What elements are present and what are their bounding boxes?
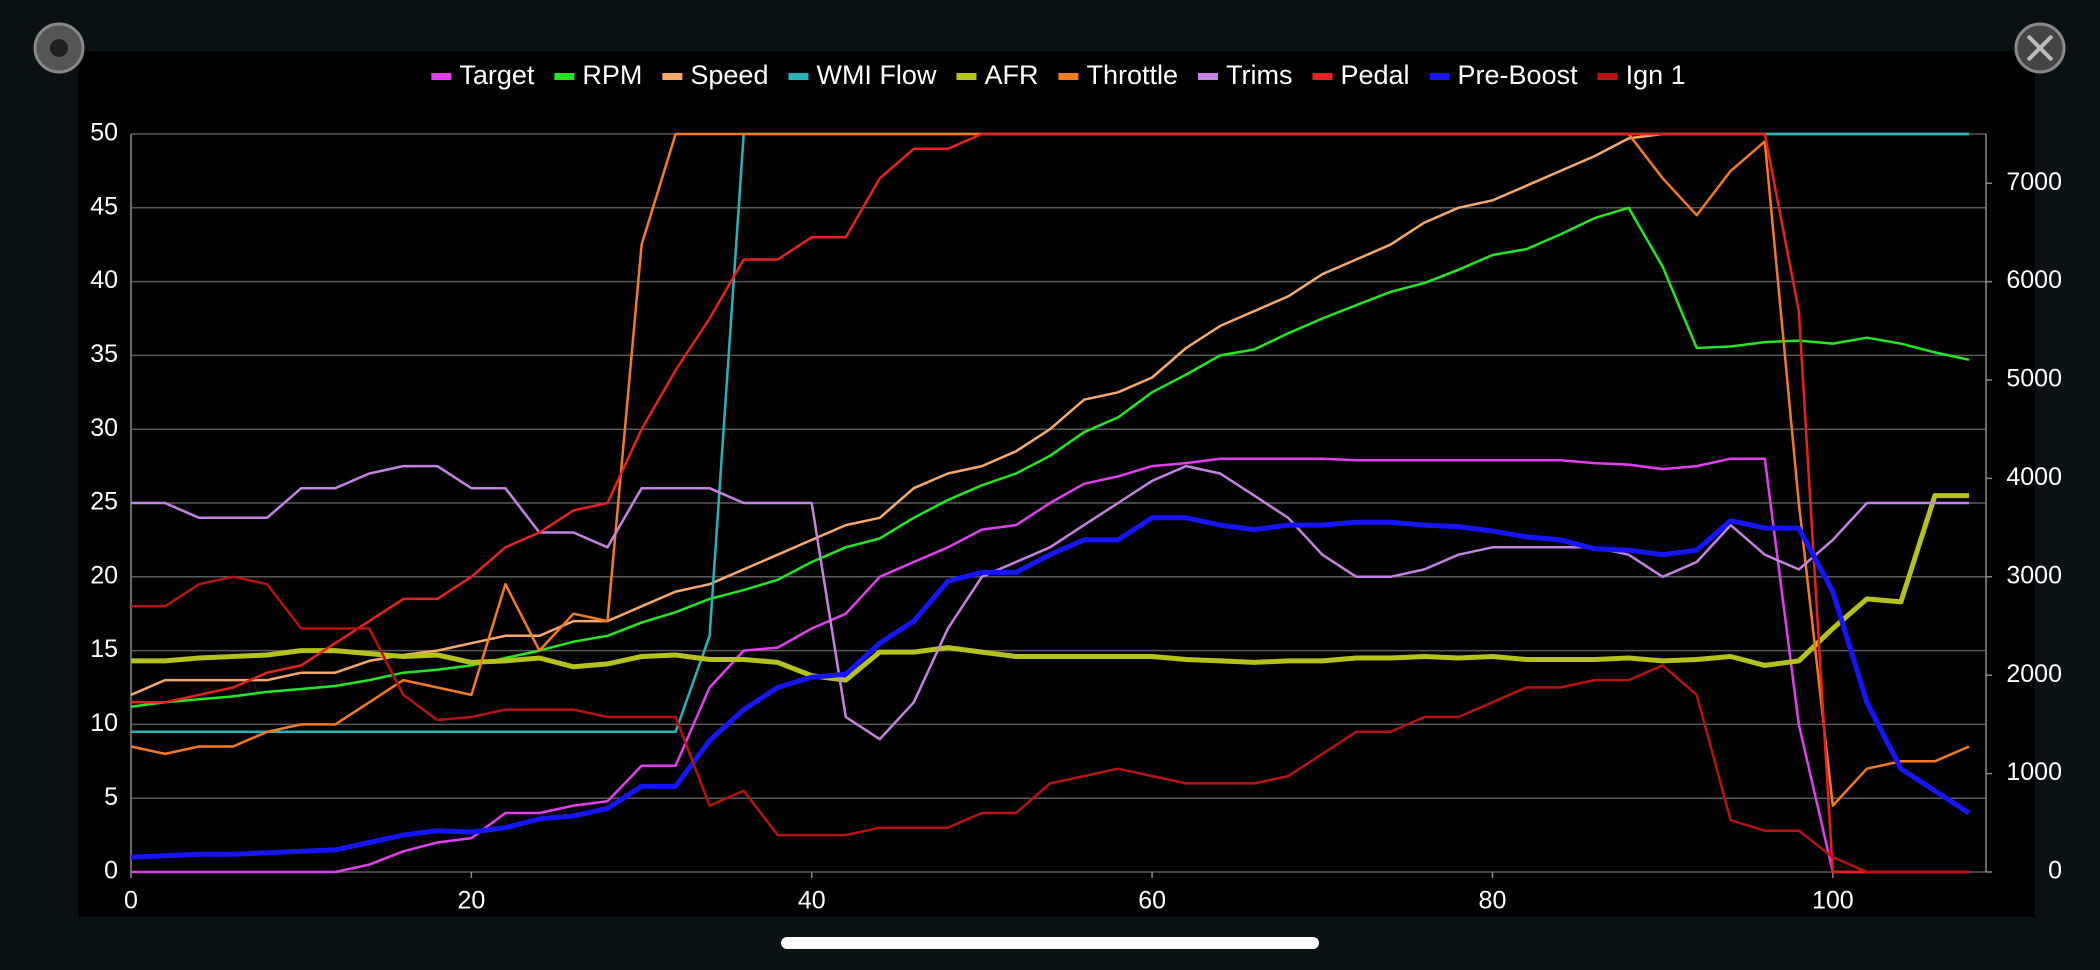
y2-tick-label: 4000 [2006, 463, 2062, 491]
x-tick-label: 80 [1479, 887, 1507, 915]
legend-swatch [1197, 73, 1218, 80]
legend-swatch [788, 73, 809, 80]
y2-tick-label: 1000 [2006, 758, 2062, 786]
legend-swatch [1597, 73, 1618, 80]
y2-tick-label: 5000 [2006, 365, 2062, 393]
legend-swatch [1429, 73, 1450, 80]
y2-tick-label: 6000 [2006, 266, 2062, 294]
y-tick-label: 45 [90, 192, 118, 220]
y2-tick-label: 7000 [2006, 168, 2062, 196]
close-icon-x [2026, 34, 2054, 62]
series-line [131, 457, 1969, 874]
legend-swatch [554, 73, 575, 80]
y-tick-label: 10 [90, 709, 118, 737]
y-tick-label: 50 [90, 119, 118, 147]
legend-label: Pedal [1340, 60, 1409, 90]
close-button[interactable] [2014, 22, 2066, 74]
legend-label: Pre-Boost [1458, 60, 1579, 90]
y-tick-label: 15 [90, 635, 118, 663]
y-tick-label: 25 [90, 488, 118, 516]
legend-label: WMI Flow [816, 60, 936, 90]
legend: Target RPM Speed WMI Flow AFR Throttle Trims Pe… [431, 60, 1686, 90]
legend-swatch [956, 73, 977, 80]
y-tick-label: 35 [90, 340, 118, 368]
legend-label: Target [459, 60, 535, 90]
y2-tick-label: 2000 [2006, 660, 2062, 688]
chart-panel [78, 51, 2035, 917]
y-tick-label: 5 [104, 783, 118, 811]
home-indicator[interactable] [781, 937, 1319, 949]
legend-label: Speed [690, 60, 768, 90]
y2-tick-label: 0 [2048, 857, 2062, 885]
series-line [131, 575, 1969, 874]
legend-label: Ign 1 [1626, 60, 1686, 90]
legend-swatch [1058, 73, 1079, 80]
series-line [131, 464, 1969, 741]
x-tick-label: 20 [457, 887, 485, 915]
series-line [130, 515, 1971, 860]
y-tick-label: 30 [90, 414, 118, 442]
series-line [131, 493, 1969, 683]
x-tick-label: 100 [1812, 887, 1854, 915]
legend-swatch [431, 73, 452, 80]
series-line [130, 206, 1970, 708]
x-tick-label: 40 [798, 887, 826, 915]
y-tick-label: 40 [90, 266, 118, 294]
x-tick-label: 0 [124, 887, 138, 915]
legend-swatch [1312, 73, 1333, 80]
settings-button[interactable] [33, 22, 85, 74]
y-tick-label: 20 [90, 561, 118, 589]
legend-label: Trims [1226, 60, 1292, 90]
settings-icon-hole [50, 39, 68, 57]
series-line [131, 132, 1969, 874]
legend-label: RPM [582, 60, 642, 90]
y2-tick-label: 3000 [2006, 561, 2062, 589]
legend-label: AFR [984, 60, 1038, 90]
legend-swatch [662, 73, 683, 80]
legend-label: Throttle [1086, 60, 1178, 90]
x-tick-label: 60 [1138, 887, 1166, 915]
y-tick-label: 0 [104, 857, 118, 885]
